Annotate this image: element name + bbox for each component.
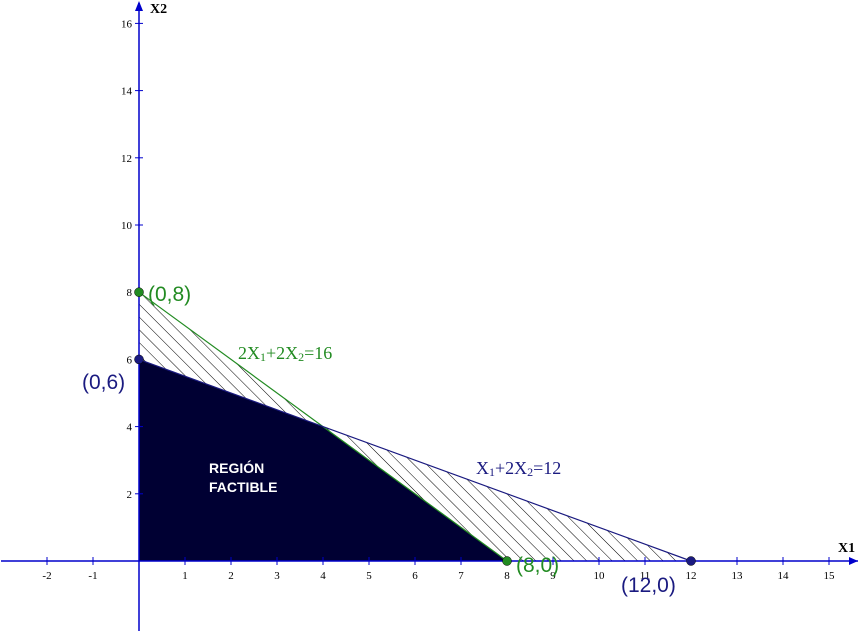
constraint-2-eq-part-a: X — [476, 458, 489, 478]
feasible-region-label-line1: REGIÓN — [209, 459, 264, 476]
x-tick-label: 11 — [640, 570, 651, 582]
feasible-region — [139, 359, 507, 561]
constraint-2-eq-part-c: =12 — [533, 458, 561, 478]
y-tick-label: 10 — [121, 220, 133, 232]
x-tick-label: 2 — [228, 570, 234, 582]
point-label-12-0: (12,0) — [621, 574, 676, 597]
x-tick-label: 14 — [778, 570, 790, 582]
constraint-1-eq-part-c: =16 — [304, 343, 332, 363]
x-tick-label: 7 — [458, 570, 464, 582]
x-axis-arrow — [849, 557, 858, 565]
x-tick-label: 4 — [320, 570, 326, 582]
y-tick-label: 16 — [121, 18, 133, 30]
x-tick-label: 13 — [732, 570, 744, 582]
constraint-2-eq-part-b: +2X — [495, 458, 527, 478]
y-axis-arrow — [135, 1, 143, 11]
y-tick-label: 2 — [127, 489, 133, 501]
constraint-1-eq-sub-a: 1 — [260, 350, 266, 364]
y-tick-label: 8 — [127, 287, 133, 299]
vertex-point — [134, 287, 144, 297]
constraint-2-eq-sub-a: 1 — [489, 465, 495, 479]
x-tick-label: 15 — [824, 570, 836, 582]
x-tick-label: 9 — [550, 570, 556, 582]
x-tick-label: 5 — [366, 570, 372, 582]
point-label-0-8: (0,8) — [148, 283, 191, 306]
x-tick-label: 8 — [504, 570, 510, 582]
constraint-1-eq-part-b: +2X — [266, 343, 298, 363]
constraint-1-eq-sub-b: 2 — [298, 350, 304, 364]
constraint-2-eq-sub-b: 2 — [527, 465, 533, 479]
x-tick-label: 10 — [594, 570, 606, 582]
vertex-point — [502, 556, 512, 566]
x-tick-label: 1 — [182, 570, 188, 582]
x-axis-title: X1 — [838, 541, 855, 556]
x-tick-label: 6 — [412, 570, 418, 582]
y-tick-label: 4 — [127, 422, 133, 434]
point-label-8-0: (8,0) — [516, 554, 559, 577]
constraint-line-2 — [138, 358, 692, 562]
vertex-point — [134, 354, 144, 365]
constraint-1-equation: 2X1+2X2=16 — [238, 343, 332, 364]
x-tick-label: -1 — [88, 570, 97, 582]
constraint-2-equation: X1+2X2=12 — [476, 458, 561, 479]
vertex-point — [686, 556, 696, 566]
x-tick-label: -2 — [42, 570, 51, 582]
x-tick-label: 3 — [274, 570, 280, 582]
y-tick-label: 6 — [127, 354, 133, 366]
y-tick-label: 14 — [121, 86, 133, 98]
y-tick-label: 12 — [121, 153, 132, 165]
constraint-1-eq-part-a: 2X — [238, 343, 260, 363]
feasible-region-label-line2: FACTIBLE — [209, 479, 277, 495]
y-axis-title: X2 — [150, 2, 167, 17]
point-label-0-6: (0,6) — [82, 371, 125, 394]
x-tick-label: 12 — [686, 570, 697, 582]
